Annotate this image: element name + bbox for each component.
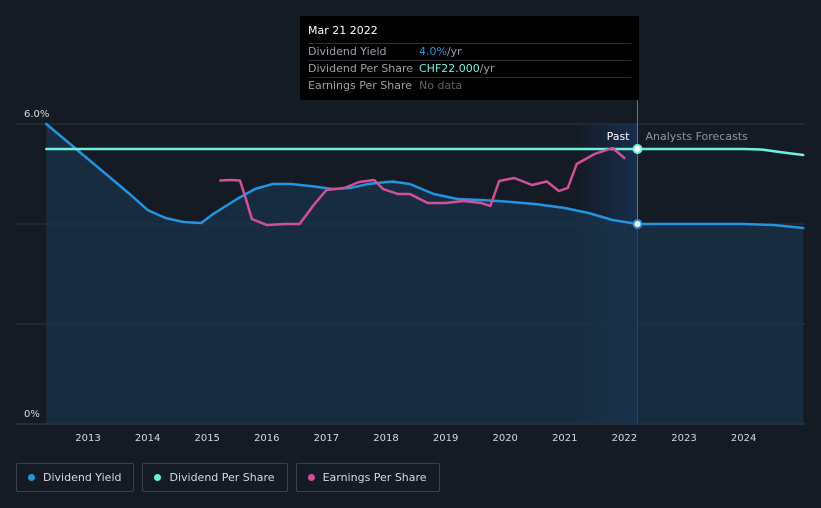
tooltip-panel: Mar 21 2022 Dividend Yield 4.0% /yr Divi… (300, 16, 639, 100)
legend-dot-icon (28, 474, 35, 481)
earnings-per-share-line (219, 146, 626, 227)
tooltip-value: CHF22.000 (419, 62, 480, 75)
legend-dot-icon (154, 474, 162, 481)
dividend-yield-line (45, 122, 805, 230)
legend-label: Dividend Per Share (169, 471, 275, 484)
dividend-yield-area (46, 124, 804, 424)
legend-earnings-per-share[interactable]: Earnings Per Share (295, 463, 440, 492)
tooltip-row-dividend-yield: Dividend Yield 4.0% /yr (308, 43, 631, 60)
legend-dot-icon (307, 474, 315, 481)
tooltip-row-earnings-per-share: Earnings Per Share No data (308, 77, 631, 94)
x-tick-label: 2022 (612, 433, 637, 444)
x-tick-label: 2017 (314, 433, 339, 444)
tooltip-label: Dividend Yield (308, 45, 387, 58)
legend-dividend-per-share[interactable]: Dividend Per Share (142, 463, 288, 492)
x-tick-label: 2024 (731, 433, 756, 444)
tooltip-label: Earnings Per Share (308, 79, 413, 92)
forecast-label: Analysts Forecasts (646, 130, 749, 143)
x-tick-label: 2018 (373, 433, 398, 444)
tooltip-row-dividend-per-share: Dividend Per Share CHF22.000 /yr (308, 60, 631, 77)
y-tick-label: 6.0% (24, 109, 49, 120)
x-tick-label: 2023 (671, 433, 696, 444)
tooltip-label: Dividend Per Share (308, 62, 414, 75)
tooltip-date: Mar 21 2022 (308, 24, 378, 37)
legend-dividend-yield[interactable]: Dividend Yield (16, 463, 135, 492)
x-tick-label: 2014 (135, 433, 160, 444)
x-tick-label: 2019 (433, 433, 458, 444)
tooltip-unit: /yr (479, 62, 495, 75)
x-tick-label: 2020 (492, 433, 517, 444)
tooltip-unit: /yr (446, 45, 462, 58)
legend-label: Dividend Yield (43, 471, 122, 484)
series-marker (632, 144, 643, 154)
past-label: Past (607, 130, 631, 143)
chart-legend: Dividend Yield Dividend Per Share Earnin… (16, 463, 440, 492)
x-tick-label: 2013 (75, 433, 100, 444)
x-tick-label: 2021 (552, 433, 577, 444)
legend-label: Earnings Per Share (322, 471, 427, 484)
x-tick-label: 2015 (194, 433, 219, 444)
x-tick-label: 2016 (254, 433, 279, 444)
dividend-per-share-line (45, 147, 805, 157)
tooltip-value: 4.0% (419, 45, 447, 58)
series-marker (632, 219, 643, 229)
y-tick-label: 0% (24, 409, 40, 420)
tooltip-value: No data (419, 79, 463, 92)
